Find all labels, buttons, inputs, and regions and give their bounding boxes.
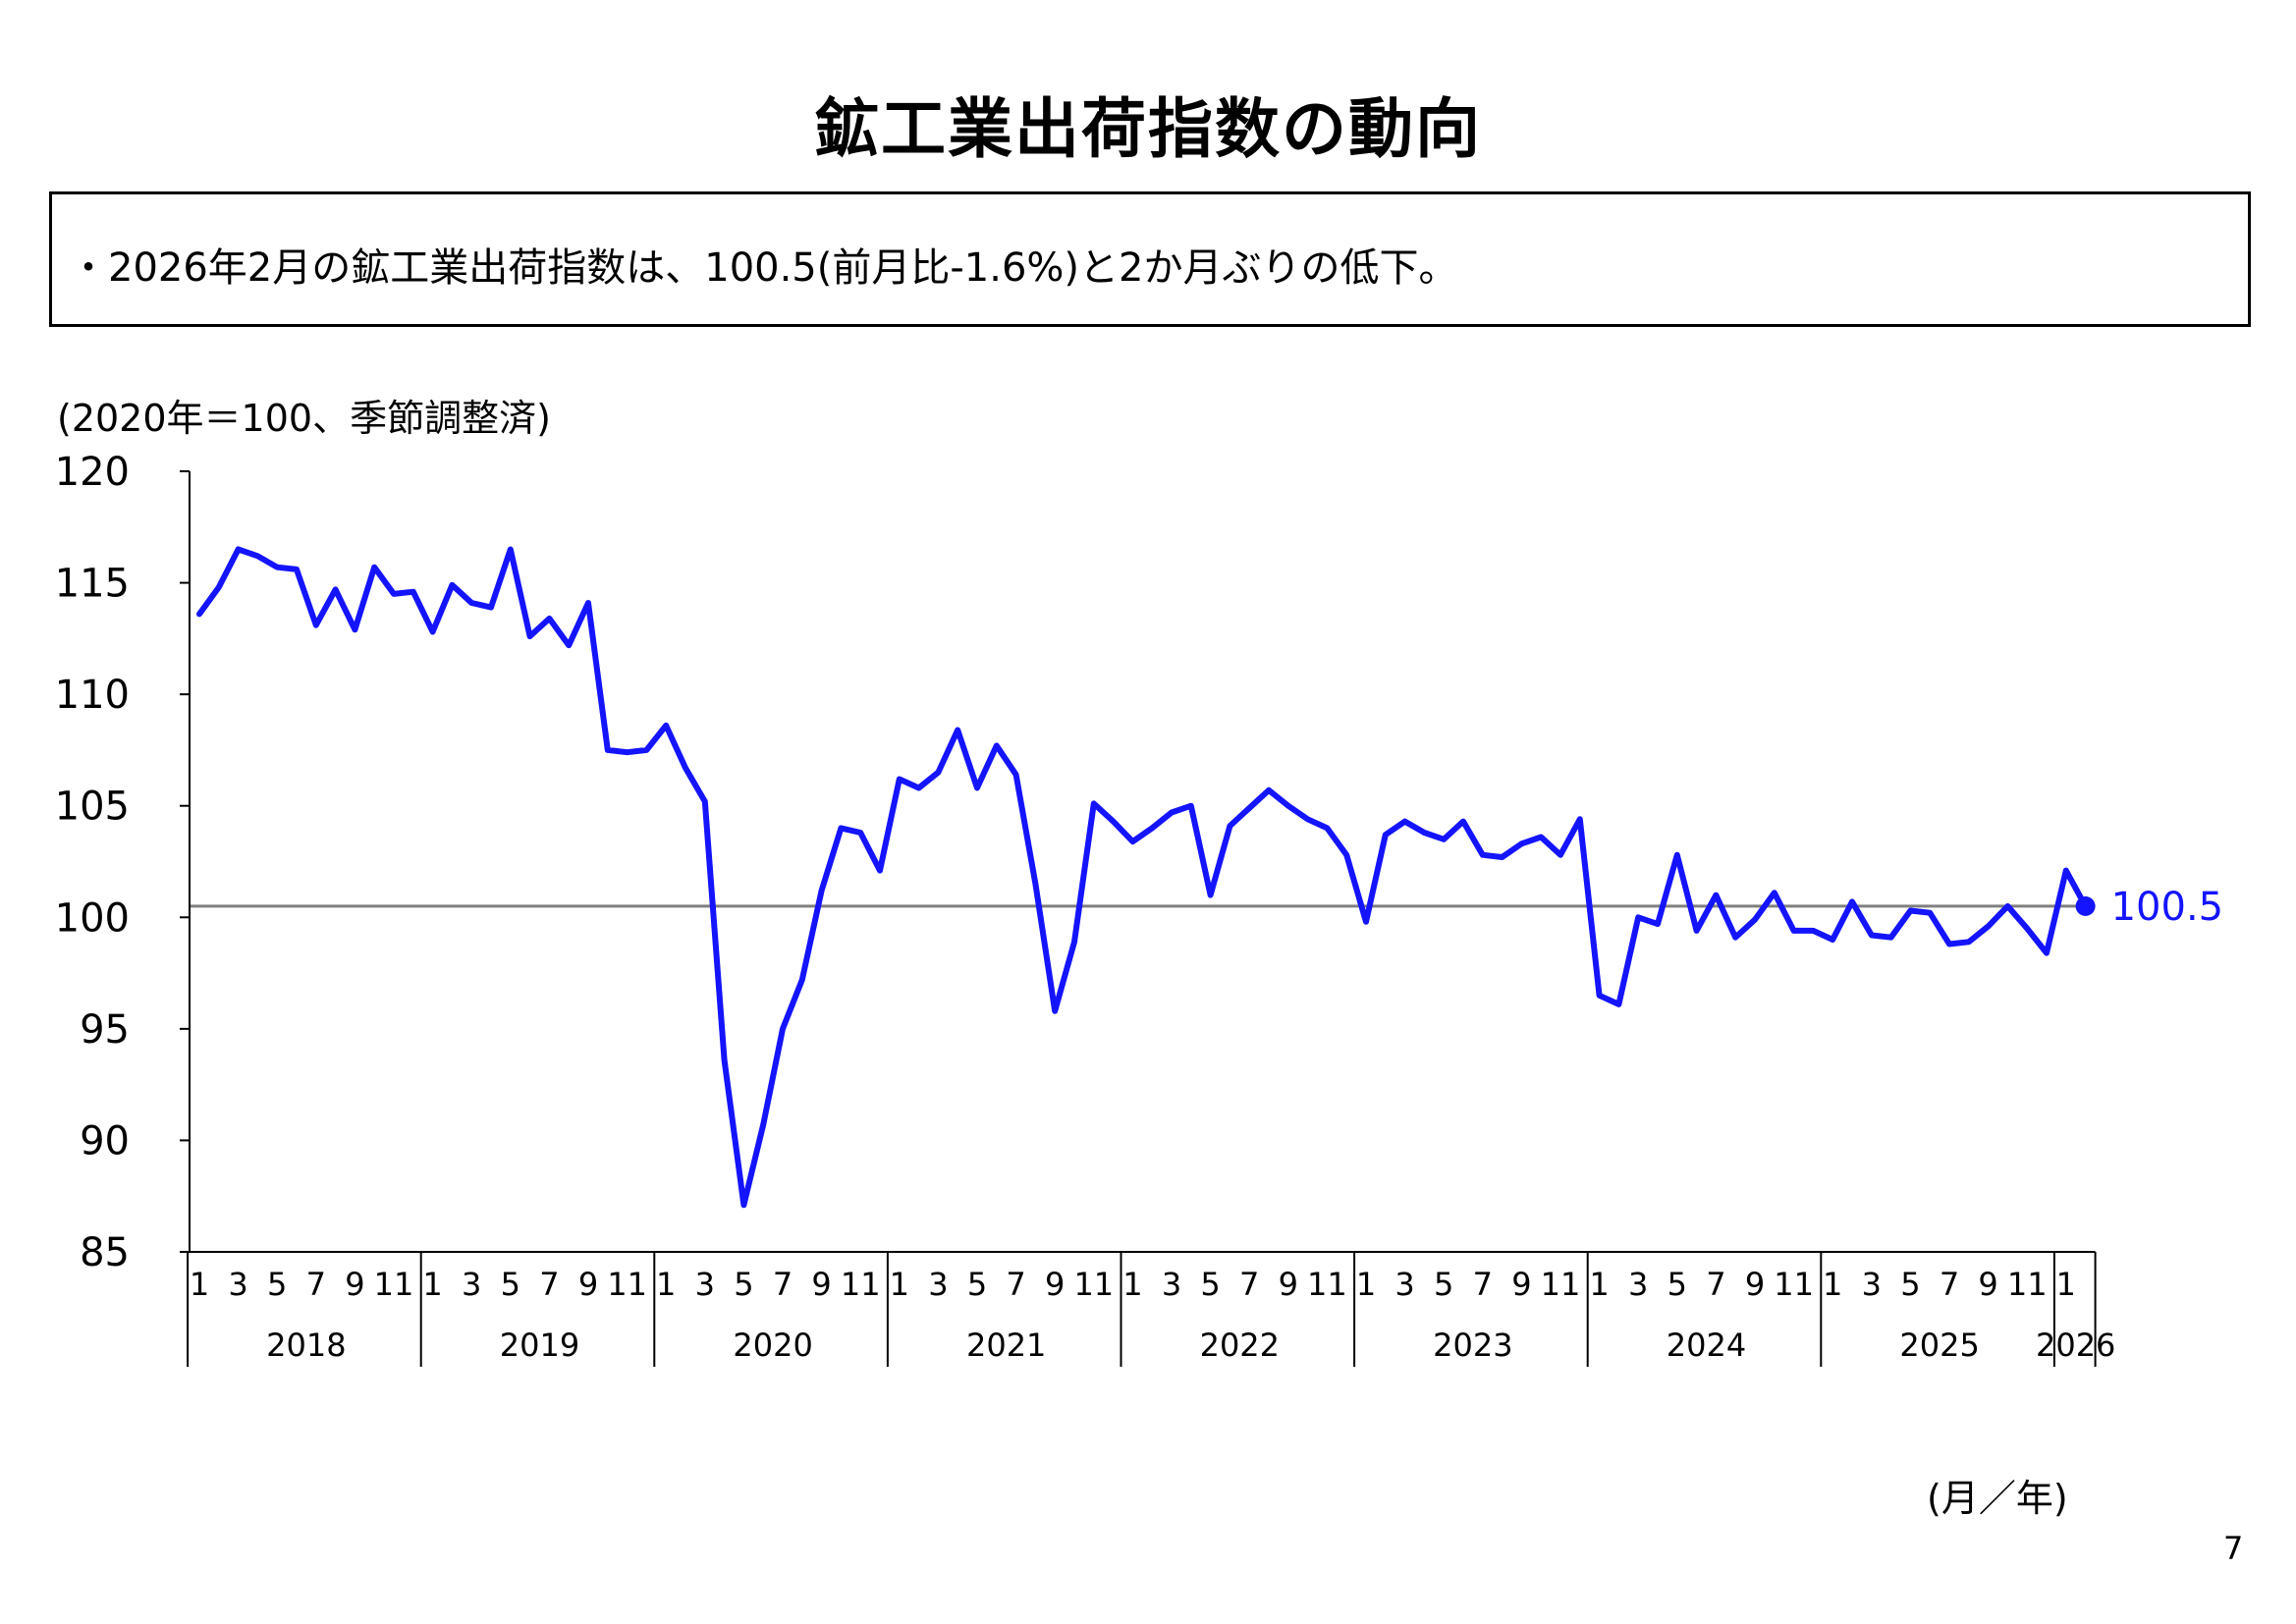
month-label-2026-1: 1 <box>2056 1266 2076 1303</box>
month-label-2023-11: 11 <box>1541 1266 1581 1303</box>
month-label-2019-9: 9 <box>578 1266 598 1303</box>
y-tick-label-90: 90 <box>80 1118 130 1164</box>
month-label-2022-9: 9 <box>1279 1266 1298 1303</box>
month-label-2018-11: 11 <box>374 1266 414 1303</box>
year-label-2022: 2022 <box>1200 1326 1280 1364</box>
last-point-marker <box>2075 895 2096 916</box>
month-label-2018-9: 9 <box>345 1266 364 1303</box>
month-label-2020-11: 11 <box>841 1266 881 1303</box>
y-tick-label-95: 95 <box>80 1007 130 1053</box>
month-label-2023-7: 7 <box>1473 1266 1493 1303</box>
month-label-2021-9: 9 <box>1045 1266 1065 1303</box>
month-label-2019-5: 5 <box>501 1266 520 1303</box>
month-label-2020-9: 9 <box>811 1266 831 1303</box>
index-base-note: (2020年＝100、季節調整済) <box>57 397 551 440</box>
month-label-2021-7: 7 <box>1006 1266 1025 1303</box>
year-label-2024: 2024 <box>1667 1326 1746 1364</box>
month-label-2025-9: 9 <box>1978 1266 1997 1303</box>
month-label-2024-3: 3 <box>1628 1266 1648 1303</box>
series-line-shipments-index <box>196 546 2089 1209</box>
y-tick-label-85: 85 <box>80 1230 130 1275</box>
year-label-2025: 2025 <box>1899 1326 1979 1364</box>
month-label-2020-1: 1 <box>656 1266 676 1303</box>
month-label-2018-7: 7 <box>306 1266 326 1303</box>
y-tick-label-110: 110 <box>55 673 130 718</box>
year-label-2019: 2019 <box>500 1326 579 1364</box>
month-label-2020-5: 5 <box>734 1266 753 1303</box>
last-value-label: 100.5 <box>2111 885 2224 930</box>
y-tick-label-115: 115 <box>55 562 130 607</box>
month-label-2025-1: 1 <box>1823 1266 1842 1303</box>
month-label-2023-1: 1 <box>1356 1266 1376 1303</box>
month-label-2022-5: 5 <box>1200 1266 1220 1303</box>
month-label-2019-7: 7 <box>539 1266 559 1303</box>
month-label-2018-5: 5 <box>267 1266 287 1303</box>
x-axis-unit-label: (月／年) <box>1927 1477 2068 1520</box>
month-label-2021-3: 3 <box>928 1266 948 1303</box>
summary-box <box>49 191 2251 327</box>
month-label-2025-7: 7 <box>1940 1266 1959 1303</box>
month-label-2018-1: 1 <box>190 1266 209 1303</box>
month-label-2019-1: 1 <box>422 1266 442 1303</box>
year-label-2026: 2026 <box>2036 1326 2115 1364</box>
month-label-2021-11: 11 <box>1073 1266 1114 1303</box>
month-label-2019-3: 3 <box>462 1266 481 1303</box>
month-label-2019-11: 11 <box>607 1266 647 1303</box>
month-label-2022-11: 11 <box>1307 1266 1347 1303</box>
month-label-2022-3: 3 <box>1162 1266 1181 1303</box>
y-tick-label-100: 100 <box>55 895 130 941</box>
month-label-2024-11: 11 <box>1774 1266 1814 1303</box>
month-label-2025-5: 5 <box>1900 1266 1920 1303</box>
month-label-2018-3: 3 <box>228 1266 247 1303</box>
y-axis-ticks: 85 90 95 100 105 110 115 120 <box>55 450 190 1275</box>
month-label-2024-9: 9 <box>1745 1266 1765 1303</box>
month-label-2023-9: 9 <box>1511 1266 1531 1303</box>
month-label-2024-1: 1 <box>1589 1266 1609 1303</box>
summary-text: ・2026年2月の鉱工業出荷指数は、100.5(前月比-1.6%)と2か月ぶりの… <box>69 245 1458 291</box>
data-points <box>196 547 2089 1209</box>
y-tick-label-120: 120 <box>55 450 130 495</box>
month-label-2022-1: 1 <box>1122 1266 1142 1303</box>
year-label-2023: 2023 <box>1433 1326 1512 1364</box>
month-label-2025-3: 3 <box>1862 1266 1882 1303</box>
month-label-2024-7: 7 <box>1706 1266 1725 1303</box>
month-label-2024-5: 5 <box>1667 1266 1687 1303</box>
year-label-2018: 2018 <box>266 1326 346 1364</box>
month-label-2020-3: 3 <box>695 1266 715 1303</box>
y-tick-label-105: 105 <box>55 785 130 830</box>
month-label-2025-11: 11 <box>2007 1266 2048 1303</box>
month-label-2022-7: 7 <box>1239 1266 1259 1303</box>
year-label-2020: 2020 <box>733 1326 812 1364</box>
month-label-2021-1: 1 <box>890 1266 909 1303</box>
month-label-2020-7: 7 <box>773 1266 793 1303</box>
month-label-2023-5: 5 <box>1434 1266 1453 1303</box>
year-label-2021: 2021 <box>966 1326 1046 1364</box>
month-label-2021-5: 5 <box>967 1266 987 1303</box>
page-title: 鉱工業出荷指数の動向 <box>814 91 1482 167</box>
page-number: 7 <box>2223 1530 2244 1567</box>
month-label-2023-3: 3 <box>1394 1266 1414 1303</box>
